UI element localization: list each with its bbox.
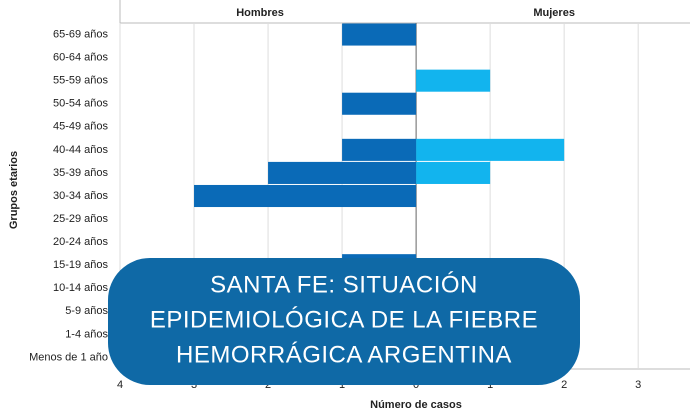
y-tick-label: 5-9 años: [65, 305, 108, 317]
bar: [416, 69, 491, 92]
y-axis-label: Grupos etarios: [8, 151, 20, 229]
bar: [342, 23, 417, 46]
banner-text: EPIDEMIOLÓGICA DE LA FIEBRE: [150, 306, 538, 333]
y-tick-label: Menos de 1 año: [29, 351, 108, 363]
x-tick-label: 3: [635, 379, 641, 391]
banner-text: HEMORRÁGICA ARGENTINA: [176, 341, 512, 368]
y-tick-label: 20-24 años: [53, 236, 109, 248]
y-tick-label: 45-49 años: [53, 121, 109, 133]
y-tick-label: 60-64 años: [53, 52, 109, 64]
y-tick-label: 15-19 años: [53, 259, 109, 271]
bar: [268, 161, 417, 184]
y-tick-label: 1-4 años: [65, 328, 108, 340]
banner: [108, 258, 580, 385]
bar: [342, 92, 417, 115]
y-tick-label: 50-54 años: [53, 98, 109, 110]
bar: [194, 184, 417, 208]
bar: [342, 138, 417, 161]
x-axis-label: Número de casos: [370, 399, 462, 411]
series-header: Mujeres: [533, 7, 575, 19]
x-tick-label: 4: [117, 379, 123, 391]
y-tick-label: 65-69 años: [53, 28, 109, 40]
y-tick-label: 30-34 años: [53, 190, 109, 202]
y-tick-label: 35-39 años: [53, 167, 109, 179]
bar: [416, 161, 491, 184]
y-tick-label: 25-29 años: [53, 213, 109, 225]
banner-text: SANTA FE: SITUACIÓN: [210, 271, 478, 298]
x-tick-label: 2: [561, 379, 567, 391]
y-tick-label: 40-44 años: [53, 144, 109, 156]
series-header: Hombres: [236, 7, 284, 19]
y-tick-label: 55-59 años: [53, 75, 109, 87]
y-tick-label: 10-14 años: [53, 282, 109, 294]
bar: [416, 138, 565, 161]
